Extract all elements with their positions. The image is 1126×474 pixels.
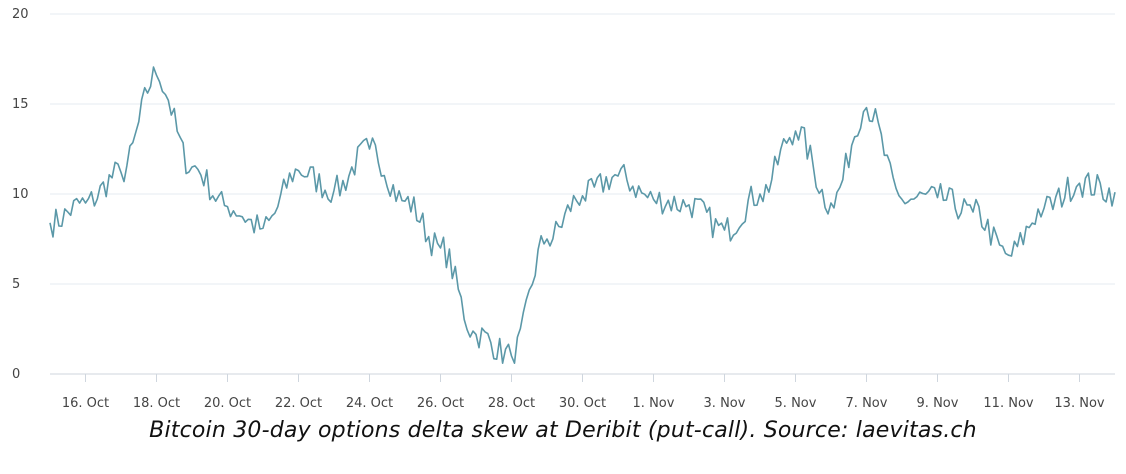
x-tick-label: 30. Oct [559, 396, 606, 411]
y-tick-label: 5 [12, 277, 20, 292]
chart-caption: Bitcoin 30-day options delta skew at Der… [149, 418, 977, 443]
x-tick-label: 16. Oct [62, 396, 109, 411]
chart-container: 0 5 10 15 20 16. Oct 18. Oct 20. Oct 22. Oct 24. … [12, 7, 1116, 411]
x-tick-label: 28. Oct [488, 396, 535, 411]
y-tick-label: 20 [12, 7, 29, 22]
x-tick-label: 7. Nov [846, 396, 888, 411]
x-tick-label: 13. Nov [1054, 396, 1104, 411]
y-tick-label: 0 [12, 367, 20, 382]
x-tick-label: 18. Oct [133, 396, 180, 411]
x-tick-label: 26. Oct [417, 396, 464, 411]
x-tick-label: 22. Oct [275, 396, 322, 411]
series-line [49, 66, 1116, 364]
x-tick-label: 5. Nov [775, 396, 817, 411]
x-tick-label: 24. Oct [346, 396, 393, 411]
x-tick-label: 11. Nov [983, 396, 1033, 411]
y-tick-label: 15 [12, 97, 29, 112]
y-tick-label: 10 [12, 187, 29, 202]
x-tick-label: 1. Nov [633, 396, 675, 411]
x-tick-label: 20. Oct [204, 396, 251, 411]
x-tick-label: 3. Nov [704, 396, 746, 411]
line-chart: 0 5 10 15 20 16. Oct 18. Oct 20. Oct 22. Oct 24. … [12, 7, 1116, 411]
x-tick-label: 9. Nov [917, 396, 959, 411]
